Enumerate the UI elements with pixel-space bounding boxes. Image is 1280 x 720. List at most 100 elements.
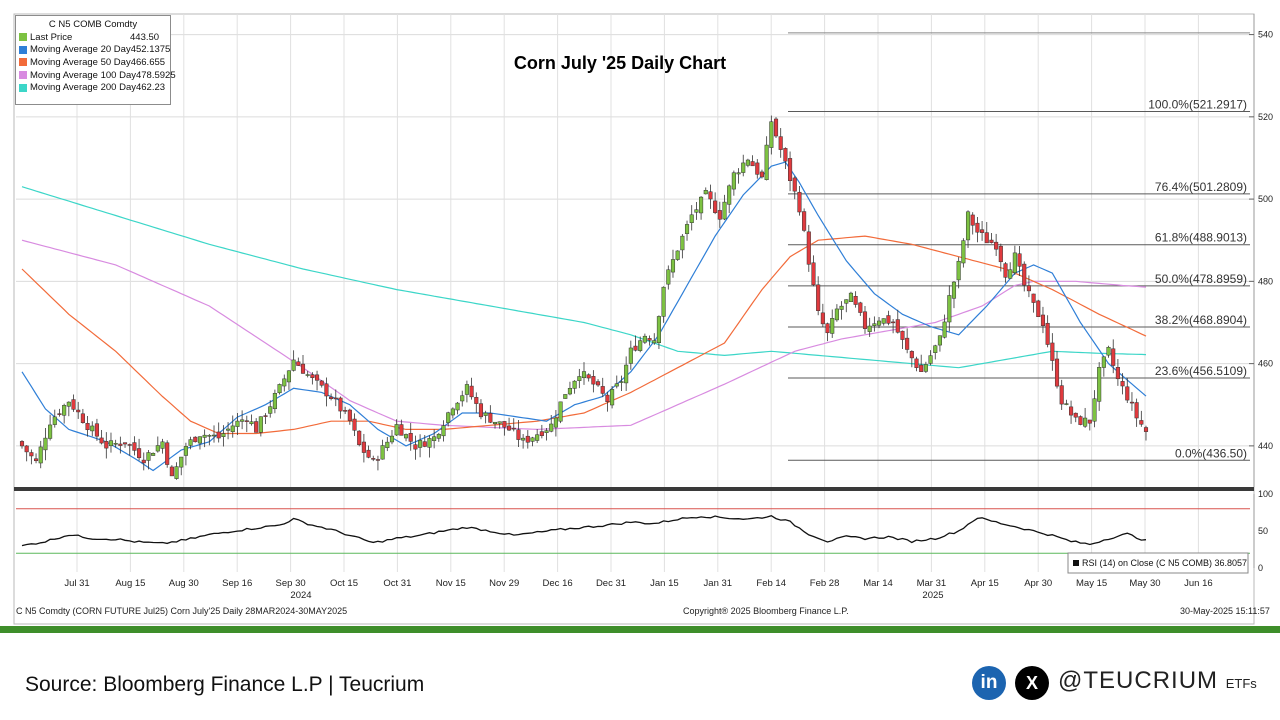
candle-body <box>834 308 839 321</box>
candle-body <box>900 330 905 340</box>
candle-body <box>385 441 390 449</box>
candle-body <box>258 416 263 433</box>
candle-body <box>848 292 854 302</box>
x-twitter-icon[interactable]: X <box>1015 666 1049 700</box>
candle-body <box>558 401 563 422</box>
candle-body <box>371 458 376 460</box>
x-tick-label: Dec 16 <box>543 578 573 589</box>
candle-body <box>820 312 825 325</box>
x-tick-label: May 15 <box>1076 578 1107 589</box>
candle-body <box>797 191 802 213</box>
chart-legend: C N5 COMB Comdty Last Price 443.50 Movin… <box>15 15 176 105</box>
candle-body <box>380 445 385 460</box>
candle-body <box>474 397 479 404</box>
candle-body <box>286 370 291 383</box>
candle-body <box>628 347 633 364</box>
x-tick-label: Dec 31 <box>596 578 626 589</box>
candle-body <box>211 434 217 437</box>
candle-body <box>975 222 980 233</box>
candle-body <box>249 421 254 425</box>
candle-body <box>783 148 788 162</box>
candle-body <box>469 385 474 398</box>
candle-body <box>357 430 362 446</box>
candle-body <box>146 452 151 461</box>
candle-body <box>867 325 872 332</box>
candle-body <box>418 440 423 448</box>
candle-body <box>591 376 596 385</box>
candle-body <box>1059 385 1064 405</box>
candle-body <box>319 380 324 386</box>
candle-body <box>436 433 441 439</box>
candle-body <box>483 412 488 416</box>
footer-security-info: C N5 Comdty (CORN FUTURE Jul25) Corn Jul… <box>16 606 348 616</box>
x-tick-label: Feb 28 <box>810 578 840 589</box>
x-tick-label: Apr 30 <box>1024 578 1052 589</box>
candle-body <box>24 445 29 453</box>
candle-body <box>104 441 109 449</box>
candle-body <box>586 374 591 379</box>
candle-body <box>919 364 924 372</box>
candle-body <box>773 118 779 137</box>
candle-body <box>984 232 989 244</box>
candle-body <box>315 374 320 381</box>
candle-body <box>516 429 521 440</box>
legend-swatch <box>19 58 27 67</box>
candle-body <box>254 421 259 433</box>
candle-body <box>816 284 821 311</box>
candle-body <box>62 405 67 416</box>
fibonacci-levels: 100.0%(521.2917) 76.4%(501.2809) 61.8%(488… <box>788 32 1250 461</box>
source-caption: Source: Bloomberg Finance L.P | Teucrium <box>25 673 425 696</box>
candle-body <box>375 459 380 461</box>
candle-body <box>1003 263 1008 278</box>
candle-body <box>1125 386 1130 401</box>
linkedin-icon[interactable]: in <box>972 666 1006 700</box>
legend-value: 452.1375 <box>130 44 171 56</box>
legend-label: Moving Average 50 Day <box>30 56 131 68</box>
candle-body <box>656 316 661 343</box>
y-tick-label: 480 <box>1258 276 1273 286</box>
x-glyph: X <box>1025 672 1038 693</box>
candle-body <box>717 210 722 220</box>
candle-body <box>731 172 736 190</box>
candle-body <box>858 302 863 313</box>
candle-body <box>689 214 694 223</box>
x-tick-label: Sep 16 <box>222 578 252 589</box>
candle-body <box>638 340 643 351</box>
candle-body <box>427 438 432 448</box>
candle-body <box>488 412 493 423</box>
candle-body <box>764 144 769 180</box>
x-tick-label: Oct 15 <box>330 578 358 589</box>
candle-body <box>413 444 418 450</box>
candle-body <box>567 387 573 395</box>
candle-body <box>877 320 882 326</box>
candle-body <box>464 384 469 395</box>
candle-body <box>361 441 366 453</box>
candle-body <box>240 419 245 422</box>
candle-body <box>502 421 507 428</box>
fib-label: 23.6%(456.5109) <box>1155 364 1247 378</box>
candle-body <box>1036 300 1041 318</box>
legend-swatch <box>19 33 27 42</box>
candle-body <box>703 190 708 195</box>
candle-body <box>844 299 849 304</box>
candle-body <box>769 121 774 148</box>
candle-body <box>755 162 760 175</box>
linkedin-glyph: in <box>980 672 998 693</box>
rsi-tick-label: 100 <box>1258 489 1273 499</box>
candle-body <box>155 445 160 452</box>
x-tick-label: Mar 14 <box>863 578 893 589</box>
candle-body <box>895 319 900 333</box>
candle-body <box>970 214 975 226</box>
candle-body <box>169 466 174 477</box>
candle-body <box>619 381 624 383</box>
candle-body <box>862 311 868 329</box>
candle-body <box>160 441 165 449</box>
candle-body <box>830 318 835 334</box>
candle-body <box>680 235 685 251</box>
ma200-line <box>21 186 1147 369</box>
candle-body <box>652 340 657 344</box>
rsi-swatch <box>1073 560 1079 566</box>
x-tick-label: Mar 31 <box>917 578 947 589</box>
candle-body <box>750 161 755 167</box>
candle-body <box>1097 367 1102 402</box>
